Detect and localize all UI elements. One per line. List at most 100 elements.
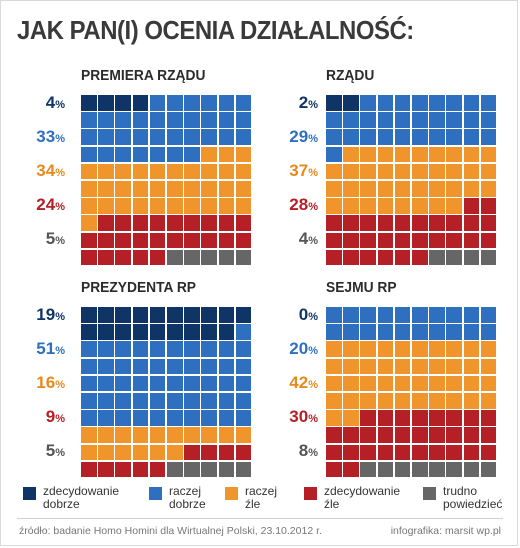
waffle-cell (412, 95, 428, 111)
waffle-cell (360, 307, 376, 323)
waffle-cell (394, 375, 411, 392)
waffle-cell (463, 112, 480, 128)
waffle-cell (360, 324, 376, 340)
waffle-cell (412, 232, 428, 249)
waffle-cell (394, 146, 411, 163)
waffle-cell (463, 444, 480, 461)
waffle-cell (167, 181, 183, 197)
waffle-cell (343, 112, 359, 128)
waffle-cell (235, 410, 252, 426)
waffle-cell (412, 341, 428, 357)
legend-swatch-raczej-zle (225, 487, 238, 500)
waffle-cell (132, 324, 149, 340)
waffle-cell (149, 95, 166, 111)
waffle-cell (167, 427, 183, 443)
waffle-cell (167, 146, 183, 163)
waffle-cell (81, 112, 97, 128)
waffle-cell (81, 181, 97, 197)
waffle-cell (394, 163, 411, 180)
waffle-cell (201, 410, 217, 426)
waffle-cell (412, 146, 428, 163)
waffle-cell (360, 341, 376, 357)
percent-sign: % (55, 345, 65, 357)
waffle-cell (201, 163, 217, 180)
waffle-cell (412, 324, 428, 340)
waffle-cell (429, 444, 445, 461)
waffle-cell (394, 215, 411, 231)
waffle-cell (201, 215, 217, 231)
waffle-cell (377, 181, 394, 197)
percent-label: 16% (21, 373, 65, 393)
percent-sign: % (308, 311, 318, 323)
percent-value: 28 (289, 195, 309, 214)
legend-label-trudno-powiedziec: trudno powiedzieć (443, 484, 503, 511)
waffle-cell (184, 215, 200, 231)
waffle-cell (115, 410, 131, 426)
waffle-cell (184, 393, 200, 409)
waffle-cell (81, 198, 97, 214)
waffle-cell (201, 341, 217, 357)
waffle-cell (360, 410, 376, 426)
waffle-cell (480, 163, 497, 180)
waffle-cell (218, 324, 235, 340)
waffle-cell (394, 324, 411, 340)
waffle-cell (343, 232, 359, 249)
footer-source: źródło: badanie Homo Homini dla Wirtualn… (19, 525, 322, 537)
waffle-cell (326, 307, 342, 323)
percent-sign: % (308, 201, 318, 213)
waffle-cell (360, 461, 376, 478)
waffle-cell (429, 393, 445, 409)
waffle-cell (463, 375, 480, 392)
waffle-cell (218, 95, 235, 111)
waffle-cell (132, 163, 149, 180)
waffle-cell (480, 324, 497, 340)
percent-sign: % (308, 235, 318, 247)
waffle-cell (218, 163, 235, 180)
waffle-cell (377, 95, 394, 111)
waffle-cell (98, 249, 114, 266)
waffle-cell (81, 95, 97, 111)
waffle-cell (429, 146, 445, 163)
waffle-cell (115, 215, 131, 231)
waffle-cell (235, 198, 252, 214)
waffle-cell (115, 444, 131, 461)
waffle-cell (343, 163, 359, 180)
waffle-cell (480, 393, 497, 409)
waffle-cell (412, 249, 428, 266)
percent-sign: % (55, 235, 65, 247)
waffle-cell (446, 181, 462, 197)
waffle-cell (115, 307, 131, 323)
percent-label: 5% (21, 441, 65, 461)
waffle-cell (115, 129, 131, 145)
waffle-cell (446, 307, 462, 323)
waffle-cell (132, 444, 149, 461)
waffle-cell (412, 444, 428, 461)
waffle-cell (201, 444, 217, 461)
percent-value: 9 (45, 407, 56, 426)
waffle-cell (81, 146, 97, 163)
waffle-cell (446, 444, 462, 461)
waffle-cell (149, 232, 166, 249)
percent-sign: % (55, 99, 65, 111)
waffle-cell (167, 393, 183, 409)
footer-credit: infografika: marsit wp.pl (390, 525, 501, 537)
waffle-cell (394, 341, 411, 357)
waffle-cell (218, 393, 235, 409)
waffle-cell (132, 181, 149, 197)
waffle-cell (132, 410, 149, 426)
percent-sign: % (55, 413, 65, 425)
waffle-cell (98, 444, 114, 461)
waffle-cell (81, 324, 97, 340)
percent-value: 16 (36, 373, 56, 392)
waffle-cell (132, 393, 149, 409)
percent-label: 29% (274, 127, 318, 147)
waffle-cell (235, 112, 252, 128)
waffle-cell (463, 410, 480, 426)
waffle-cell (201, 427, 217, 443)
legend-label-zdecydowanie-dobrze: zdecydowanie dobrze (43, 484, 120, 511)
waffle-cell (184, 129, 200, 145)
waffle-cell (81, 375, 97, 392)
waffle-cell (463, 341, 480, 357)
waffle-cell (343, 358, 359, 375)
waffle-cell (326, 393, 342, 409)
